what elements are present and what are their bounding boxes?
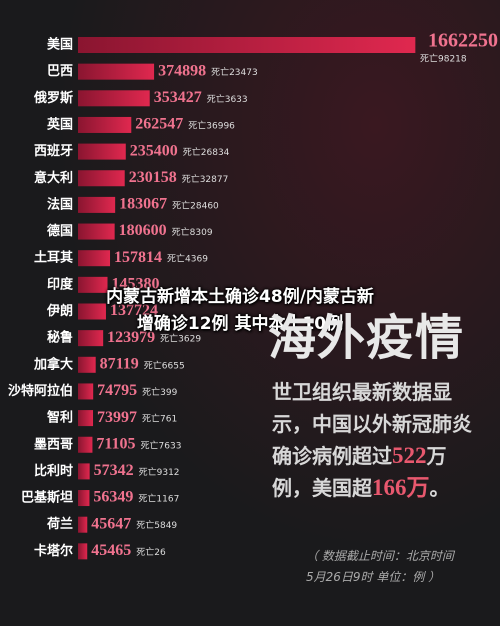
category-label: 秘鲁 — [47, 330, 73, 346]
category-label: 英国 — [46, 116, 73, 132]
death-label: 死亡5849 — [136, 519, 177, 531]
category-label: 巴西 — [47, 64, 73, 79]
bar — [78, 250, 111, 267]
category-label: 加拿大 — [33, 356, 73, 372]
death-label: 死亡399 — [142, 386, 177, 398]
note-line: 5月26日9时 单位：例 ） — [306, 570, 441, 584]
death-label: 死亡23473 — [211, 66, 258, 78]
death-label: 死亡26834 — [183, 146, 230, 158]
death-label: 死亡26 — [136, 546, 166, 558]
value-label: 57342 — [94, 462, 134, 479]
note: （ 数据截止时间：北京时间 5月26日9时 单位：例 ） — [306, 546, 454, 588]
value-label: 123979 — [107, 329, 155, 346]
headline-line: 内蒙古新增本土确诊48例/内蒙古新 — [106, 287, 374, 307]
bar — [78, 463, 90, 480]
bar — [78, 330, 104, 347]
category-label: 意大利 — [34, 170, 73, 186]
value-label: 145380 — [112, 276, 160, 293]
value-label: 74795 — [97, 382, 137, 399]
death-label: 死亡98218 — [420, 53, 467, 65]
bar — [78, 303, 106, 320]
category-label: 沙特阿拉伯 — [8, 383, 73, 399]
bar — [78, 116, 132, 133]
bar — [78, 383, 94, 400]
value-label: 183067 — [119, 196, 167, 213]
category-label: 德国 — [47, 223, 73, 239]
death-label: 死亡36996 — [188, 119, 235, 131]
death-label: 死亡1167 — [138, 493, 179, 505]
value-label: 230158 — [129, 169, 177, 186]
death-label: 死亡7633 — [141, 439, 182, 451]
category-label: 荷兰 — [46, 516, 73, 532]
bar — [78, 436, 93, 453]
headline-line: 增确诊12例 其中本土10例 — [136, 314, 344, 334]
death-label: 死亡3629 — [160, 333, 201, 345]
death-label: 死亡3633 — [207, 93, 248, 105]
text: 万例，美国超 — [272, 444, 447, 500]
value-label: 1662250 — [428, 30, 498, 52]
value-label: 71105 — [96, 435, 135, 452]
bar — [78, 63, 155, 80]
category-label: 智利 — [47, 410, 73, 426]
bar — [78, 196, 116, 213]
bar — [78, 356, 96, 373]
value-label: 180600 — [119, 222, 167, 239]
note-line: （ 数据截止时间：北京时间 — [306, 549, 454, 563]
value-label: 137724 — [110, 302, 158, 319]
category-label: 巴基斯坦 — [21, 490, 73, 506]
text: 世卫组织最新数据显示，中国以外新冠肺炎确诊病例超过 — [272, 380, 472, 468]
value-label: 353427 — [154, 89, 202, 106]
death-label: 死亡9312 — [139, 466, 180, 478]
category-label: 西班牙 — [34, 143, 73, 159]
bar — [78, 516, 88, 533]
value-label: 45647 — [91, 515, 131, 532]
value-label: 262547 — [135, 116, 183, 133]
bar — [78, 543, 88, 560]
bar — [78, 37, 416, 53]
value-label: 73997 — [97, 409, 137, 426]
bar — [78, 276, 108, 293]
category-label: 土耳其 — [34, 250, 73, 266]
headline: 内蒙古新增本土确诊48例/内蒙古新 增确诊12例 其中本土10例 — [40, 284, 440, 338]
value-label: 56349 — [93, 489, 133, 506]
category-label: 墨西哥 — [34, 436, 73, 452]
category-label: 俄罗斯 — [33, 90, 73, 106]
text: 。 — [429, 476, 450, 500]
bar — [78, 490, 90, 507]
bar — [78, 143, 126, 160]
bar — [78, 223, 115, 240]
highlight: 166万 — [372, 475, 430, 500]
bar — [78, 170, 125, 187]
value-label: 45465 — [91, 542, 131, 559]
value-label: 374898 — [158, 62, 206, 79]
death-label: 死亡32877 — [182, 173, 229, 185]
category-label: 伊朗 — [46, 303, 73, 319]
value-label: 235400 — [130, 142, 178, 159]
death-label: 死亡8309 — [172, 226, 213, 238]
death-label: 死亡761 — [142, 413, 177, 425]
category-label: 法国 — [47, 196, 73, 212]
death-label: 死亡4369 — [167, 253, 208, 265]
bar — [78, 90, 150, 107]
category-label: 卡塔尔 — [34, 543, 73, 559]
highlight: 522 — [392, 443, 427, 468]
panel-text: 世卫组织最新数据显示，中国以外新冠肺炎确诊病例超过522万例，美国超166万。 — [272, 376, 472, 504]
panel-title: 海外疫情 — [268, 310, 465, 366]
category-label: 比利时 — [34, 463, 73, 479]
value-label: 87119 — [100, 355, 139, 372]
value-label: 157814 — [114, 249, 162, 266]
bar — [78, 410, 94, 427]
death-label: 死亡28460 — [172, 199, 219, 211]
category-label: 美国 — [47, 37, 73, 53]
death-label: 死亡6655 — [144, 359, 185, 371]
category-label: 印度 — [47, 276, 74, 292]
